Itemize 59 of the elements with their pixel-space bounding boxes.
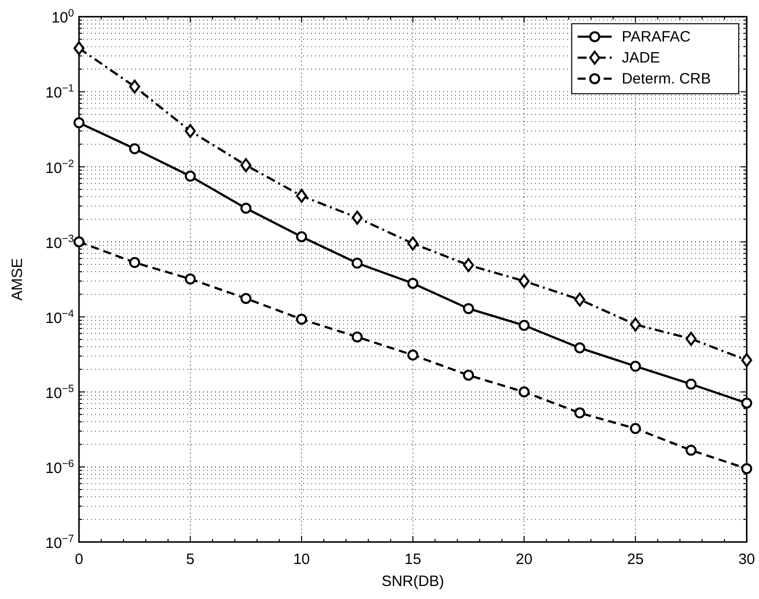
point — [296, 231, 308, 242]
y-tick-label: 10$^{−2}$ — [45, 158, 74, 177]
y-tick-label: 10$^{−1}$ — [45, 82, 74, 102]
point — [407, 236, 418, 250]
point — [574, 342, 586, 354]
point — [686, 444, 697, 456]
point — [352, 258, 363, 269]
legend-label: Determ. CRB — [622, 70, 711, 88]
point — [518, 386, 530, 398]
y-axis-title: AMSE — [9, 258, 26, 301]
y-tick-label: 10$^{−5}$ — [45, 382, 74, 402]
point — [574, 407, 586, 418]
point — [74, 41, 84, 56]
x-tick-label: 15 — [404, 551, 422, 568]
point — [630, 423, 641, 434]
point — [407, 350, 418, 361]
point — [741, 353, 752, 368]
point — [184, 124, 196, 138]
point — [518, 274, 530, 288]
point — [462, 370, 474, 381]
point — [407, 278, 418, 289]
y-tick-label: 10$^{−4}$ — [45, 308, 74, 327]
point — [462, 258, 474, 272]
point — [686, 332, 697, 346]
legend-label: PARAFAC — [622, 28, 691, 46]
x-tick-label: 20 — [516, 551, 532, 568]
point — [240, 202, 252, 214]
point — [129, 80, 140, 94]
point — [74, 117, 84, 128]
x-axis-title: SNR(DB) — [382, 573, 444, 590]
point — [129, 257, 140, 268]
point — [74, 236, 84, 248]
point — [518, 320, 530, 331]
y-tick-label: 10$^{0}$ — [51, 8, 74, 27]
legend-label: JADE — [622, 50, 660, 67]
point — [462, 303, 474, 314]
point — [240, 158, 252, 172]
point — [296, 188, 308, 203]
point — [240, 292, 252, 304]
point — [129, 143, 140, 154]
point — [630, 318, 641, 332]
y-tick-label: 10$^{−6}$ — [45, 458, 74, 477]
point — [184, 273, 196, 284]
x-tick-label: 0 — [74, 551, 84, 568]
x-tick-label: 5 — [186, 551, 194, 568]
point — [741, 463, 752, 474]
y-tick-label: 10$^{−3}$ — [45, 232, 74, 252]
point — [352, 210, 363, 225]
point — [296, 314, 308, 325]
x-tick-label: 25 — [627, 551, 644, 568]
x-tick-label: 30 — [738, 551, 756, 568]
point — [352, 331, 363, 342]
point — [184, 170, 196, 182]
point — [630, 360, 641, 372]
point — [741, 398, 752, 409]
x-tick-label: 10 — [293, 551, 310, 568]
point — [686, 378, 697, 390]
point — [574, 292, 586, 307]
y-tick-label: 10$^{−7}$ — [45, 533, 74, 552]
